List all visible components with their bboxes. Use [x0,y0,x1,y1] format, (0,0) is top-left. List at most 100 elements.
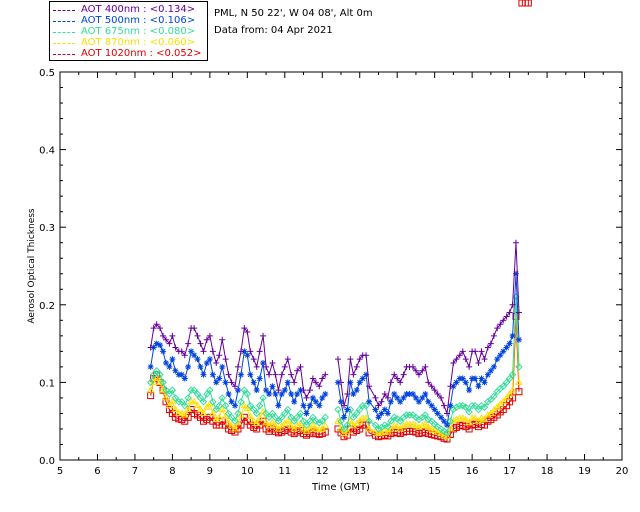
point-870nm [355,417,364,424]
point-400nm [206,332,213,339]
point-870nm [274,424,283,432]
point-870nm [299,424,308,432]
legend-label-870nm: AOT 870nm : <0.060> [81,37,196,48]
point-400nm [335,356,342,363]
point-675nm [387,417,395,425]
legend-line-400nm [53,10,75,11]
point-870nm [502,393,511,401]
legend-label-1020nm: AOT 1020nm : <0.052> [81,48,202,59]
point-400nm [213,360,220,366]
point-500nm [484,371,491,378]
x-tick-label-17: 17 [503,466,516,477]
point-500nm [250,379,257,386]
point-500nm [263,387,270,394]
point-675nm [471,401,479,410]
point-870nm [171,405,180,413]
point-400nm [163,336,170,343]
point-400nm [438,394,445,401]
point-500nm [438,414,445,421]
point-500nm [487,367,494,374]
point-675nm [349,413,358,422]
point-400nm [412,367,419,374]
point-675nm [237,398,245,406]
point-500nm [260,360,267,366]
point-400nm [397,379,404,386]
point-500nm [384,410,391,417]
point-870nm [208,409,217,416]
point-500nm [163,360,170,366]
point-500nm [225,391,232,398]
point-500nm [415,398,422,405]
point-675nm [152,367,161,375]
point-870nm [362,414,370,421]
point-500nm [462,379,469,386]
point-870nm [268,418,277,426]
point-675nm [224,409,233,418]
point-500nm [409,391,416,398]
x-tick-label-10: 10 [241,466,254,477]
point-400nm [387,379,394,386]
point-870nm [177,409,186,416]
point-500nm [497,352,504,359]
point-500nm [272,391,279,398]
point-400nm [291,379,298,386]
point-500nm [419,394,426,401]
point-870nm [424,423,433,430]
point-500nm [288,391,295,398]
point-400nm [281,363,288,370]
point-870nm [477,414,486,421]
point-400nm [503,313,510,320]
point-675nm [271,413,280,422]
point-500nm [431,406,438,413]
point-400nm [478,348,485,355]
point-675nm [353,409,361,418]
point-870nm [486,409,495,416]
point-500nm [172,367,179,374]
point-400nm [372,394,379,401]
point-400nm [434,391,441,398]
y-tick-label-0.2: 0.2 [39,301,55,312]
point-870nm [421,420,430,427]
point-675nm [468,401,476,410]
point-400nm [169,332,176,339]
point-500nm [266,391,273,398]
point-500nm [447,402,454,409]
point-400nm [506,309,513,316]
point-500nm [306,402,313,409]
point-400nm [312,379,319,386]
point-400nm [200,348,207,355]
point-1020nm [509,394,517,402]
point-400nm [275,387,282,394]
legend-item-500nm: AOT 500nm : <0.106> [50,15,207,27]
point-500nm [428,402,435,409]
point-400nm [322,371,329,378]
point-500nm [394,394,401,401]
point-400nm [231,383,238,390]
point-400nm [266,371,273,378]
point-500nm [434,410,441,417]
point-675nm [343,421,352,429]
point-675nm [499,382,507,390]
point-870nm [199,409,208,416]
point-870nm [265,421,273,429]
point-870nm [224,418,233,426]
point-500nm [247,371,254,378]
point-500nm [481,379,488,386]
point-870nm [215,413,224,420]
point-400nm [394,375,401,382]
point-400nm [234,363,241,370]
point-400nm [150,325,157,332]
point-500nm [291,398,298,405]
point-870nm [427,424,436,432]
point-870nm [309,421,317,429]
point-400nm [147,344,154,351]
point-870nm [271,421,280,429]
point-870nm [337,424,345,432]
point-500nm [319,394,326,401]
point-675nm [218,394,226,402]
point-675nm [178,398,186,406]
point-675nm [209,398,217,406]
point-675nm [290,417,298,425]
point-870nm [483,411,492,418]
point-675nm [402,411,411,419]
